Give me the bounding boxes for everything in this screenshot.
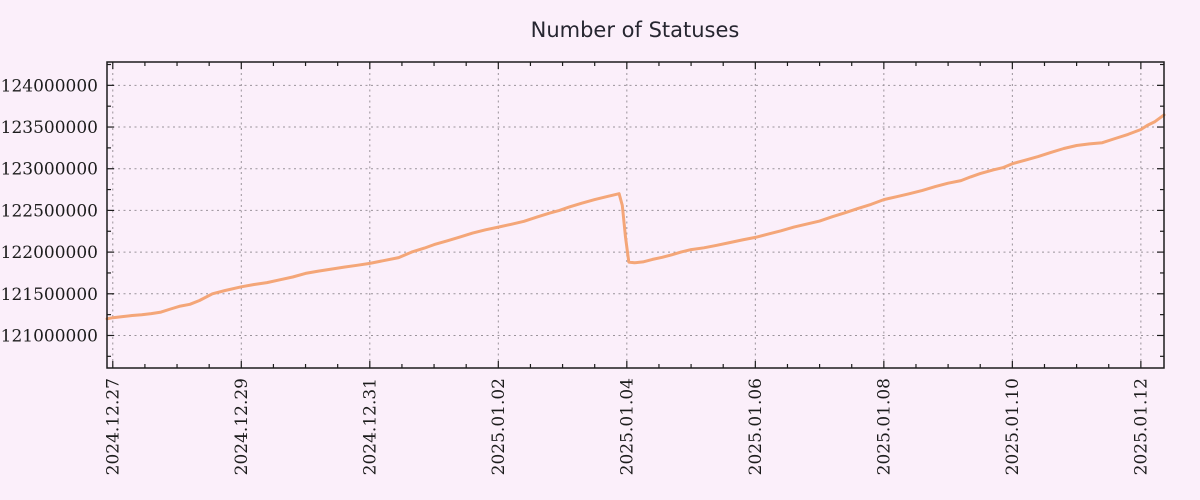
- x-tick-label: 2025.01.06: [746, 378, 766, 475]
- chart-title: Number of Statuses: [531, 18, 740, 42]
- axis-label-layer: 121000000 121500000 122000000 122500000 1230…: [1, 76, 1152, 475]
- x-tick-label: 2024.12.31: [360, 378, 380, 475]
- x-tick-label: 2025.01.10: [1003, 378, 1023, 475]
- x-tick-label: 2025.01.08: [874, 378, 894, 475]
- y-tick-label: 122500000: [1, 201, 98, 221]
- y-tick-label: 123500000: [1, 118, 98, 138]
- tick-layer: [107, 62, 1164, 368]
- y-tick-label: 124000000: [1, 76, 98, 96]
- x-tick-label: 2025.01.12: [1131, 378, 1151, 475]
- x-tick-label: 2025.01.04: [617, 378, 637, 475]
- series-line-number-of-statuses: [105, 113, 1166, 321]
- x-tick-label: 2024.12.27: [103, 378, 123, 475]
- y-tick-label: 122000000: [1, 243, 98, 263]
- plot-border-rect: [106, 61, 1165, 369]
- series-layer: [105, 113, 1166, 321]
- y-tick-label: 121500000: [1, 285, 98, 305]
- x-tick-label: 2024.12.29: [232, 378, 252, 475]
- grid-layer: [107, 62, 1164, 368]
- y-tick-label: 121000000: [1, 326, 98, 346]
- x-tick-label: 2025.01.02: [489, 378, 509, 475]
- y-tick-label: 123000000: [1, 160, 98, 180]
- plot-border: [106, 61, 1165, 369]
